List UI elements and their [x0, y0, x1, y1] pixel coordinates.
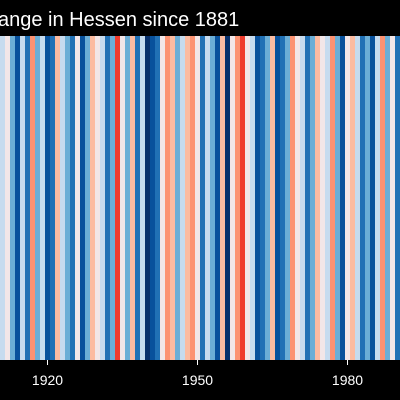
stripe-1945	[170, 36, 176, 360]
stripe-1958	[235, 36, 241, 360]
stripe-1988	[385, 36, 391, 360]
stripe-1944	[165, 36, 171, 360]
stripe-1915	[20, 36, 26, 360]
stripe-1956	[225, 36, 231, 360]
stripe-1981	[350, 36, 356, 360]
stripe-1922	[55, 36, 61, 360]
stripe-1952	[205, 36, 211, 360]
stripe-1946	[175, 36, 181, 360]
stripe-1975	[320, 36, 326, 360]
stripe-1920	[45, 36, 51, 360]
stripe-1934	[115, 36, 121, 360]
stripe-1948	[185, 36, 191, 360]
stripe-1935	[120, 36, 126, 360]
stripe-1976	[325, 36, 331, 360]
chart-title: ange in Hessen since 1881	[0, 9, 239, 31]
stripe-1939	[140, 36, 146, 360]
stripe-1941	[150, 36, 156, 360]
stripe-1980	[345, 36, 351, 360]
stripe-1953	[210, 36, 216, 360]
stripe-1986	[375, 36, 381, 360]
stripe-1913	[10, 36, 16, 360]
stripe-1916	[25, 36, 31, 360]
stripe-1968	[285, 36, 291, 360]
stripe-1914	[15, 36, 21, 360]
stripe-1937	[130, 36, 136, 360]
x-axis-ticks: 1920 1950 1980	[32, 360, 363, 388]
stripe-1964	[265, 36, 271, 360]
stripe-1931	[100, 36, 106, 360]
stripe-1919	[40, 36, 46, 360]
stripe-1970	[295, 36, 301, 360]
stripe-1932	[105, 36, 111, 360]
stripe-1918	[35, 36, 41, 360]
stripe-1955	[220, 36, 226, 360]
stripe-1974	[315, 36, 321, 360]
stripe-1936	[125, 36, 131, 360]
stripe-1960	[245, 36, 251, 360]
x-tick-label-1980: 1980	[332, 372, 363, 388]
stripe-1965	[270, 36, 276, 360]
stripe-1949	[190, 36, 196, 360]
stripe-1966	[275, 36, 281, 360]
stripe-1947	[180, 36, 186, 360]
stripe-1977	[330, 36, 336, 360]
stripe-1933	[110, 36, 116, 360]
stripe-1951	[200, 36, 206, 360]
x-tick-label-1920: 1920	[32, 372, 63, 388]
stripe-1982	[355, 36, 361, 360]
stripe-1927	[80, 36, 86, 360]
x-tick-label-1950: 1950	[182, 372, 213, 388]
stripe-1978	[335, 36, 341, 360]
stripe-1962	[255, 36, 261, 360]
stripe-1972	[305, 36, 311, 360]
stripe-1990	[395, 36, 400, 360]
stripe-1983	[360, 36, 366, 360]
stripe-1950	[195, 36, 201, 360]
stripe-1911	[0, 36, 6, 360]
stripe-1957	[230, 36, 236, 360]
stripe-1928	[85, 36, 91, 360]
stripe-1924	[65, 36, 71, 360]
stripe-1963	[260, 36, 266, 360]
stripe-1959	[240, 36, 246, 360]
stripe-1984	[365, 36, 371, 360]
stripe-1973	[310, 36, 316, 360]
stripe-1926	[75, 36, 81, 360]
stripe-1912	[5, 36, 11, 360]
stripe-1930	[95, 36, 101, 360]
stripe-1917	[30, 36, 36, 360]
stripe-1989	[390, 36, 396, 360]
stripe-1923	[60, 36, 66, 360]
stripe-1925	[70, 36, 76, 360]
stripe-1961	[250, 36, 256, 360]
stripe-1943	[160, 36, 166, 360]
stripe-1979	[340, 36, 346, 360]
stripes-group	[0, 36, 400, 360]
stripe-1971	[300, 36, 306, 360]
stripe-1942	[155, 36, 161, 360]
stripe-1967	[280, 36, 286, 360]
stripe-1987	[380, 36, 386, 360]
stripe-1940	[145, 36, 151, 360]
stripe-1938	[135, 36, 141, 360]
stripe-1921	[50, 36, 56, 360]
stripe-1929	[90, 36, 96, 360]
stripe-1985	[370, 36, 376, 360]
stripe-1969	[290, 36, 296, 360]
stripe-1954	[215, 36, 221, 360]
